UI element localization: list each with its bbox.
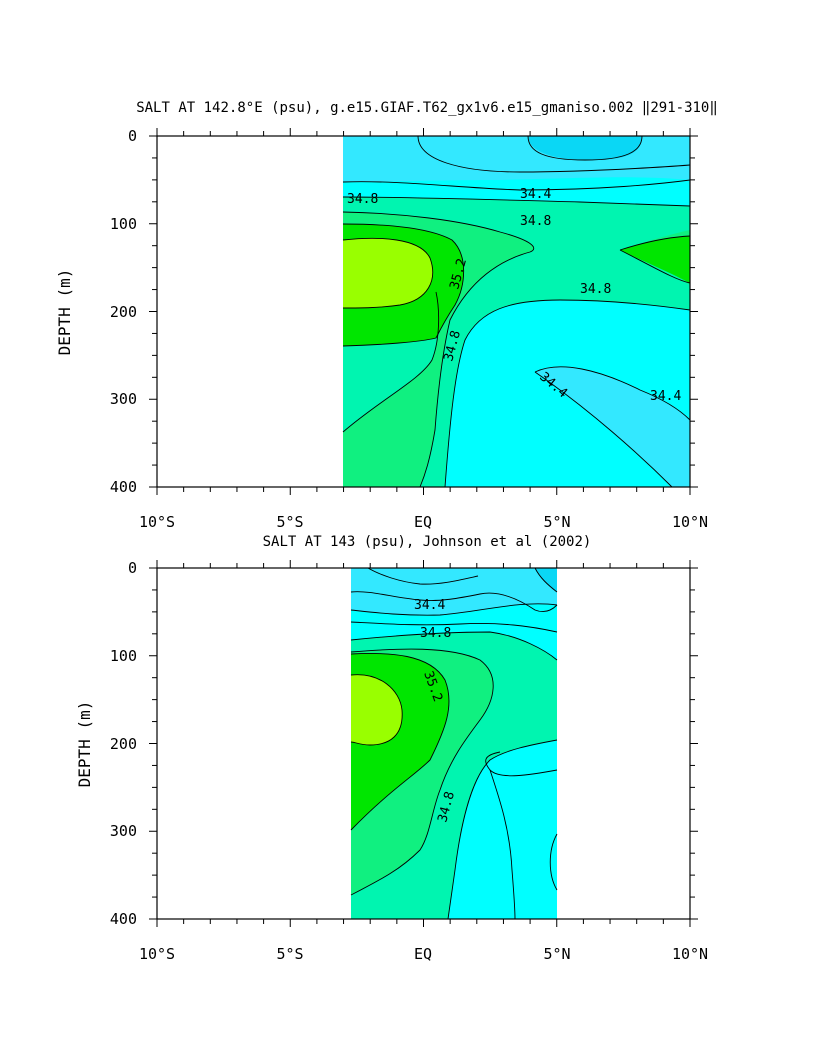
x-tick-label: 5°N bbox=[543, 945, 570, 963]
panel-2-data-field bbox=[350, 567, 558, 920]
contour-label: 34.4 bbox=[414, 598, 445, 613]
x-tick-label: 10°S bbox=[139, 945, 175, 963]
panel-2-ticks bbox=[149, 560, 698, 927]
panel-1: SALT AT 142.8°E (psu), g.e15.GIAF.T62_gx… bbox=[55, 100, 718, 531]
contour-label: 34.8 bbox=[520, 214, 551, 229]
x-tick-label: 5°S bbox=[276, 945, 303, 963]
panel-2-y-tick-labels: 0 100 200 300 400 bbox=[110, 559, 137, 928]
y-tick-label: 0 bbox=[128, 127, 137, 145]
y-tick-label: 200 bbox=[110, 735, 137, 753]
contour-label: 34.8 bbox=[420, 626, 451, 641]
salt-band-35-4 bbox=[343, 238, 433, 308]
contour-label: 34.4 bbox=[520, 187, 551, 202]
y-tick-label: 300 bbox=[110, 822, 137, 840]
salt-band-34-4 bbox=[351, 568, 557, 616]
y-tick-label: 100 bbox=[110, 647, 137, 665]
x-tick-label: 10°N bbox=[672, 945, 708, 963]
salt-band-35-4 bbox=[351, 674, 403, 745]
panel-2-y-axis-title: DEPTH (m) bbox=[75, 701, 94, 788]
panel-2-title: SALT AT 143 (psu), Johnson et al (2002) bbox=[263, 534, 592, 550]
panel-1-y-tick-labels: 0 100 200 300 400 bbox=[110, 127, 137, 496]
contour-label: 34.8 bbox=[580, 282, 611, 297]
panel-2: SALT AT 143 (psu), Johnson et al (2002) bbox=[75, 534, 708, 963]
salt-band-34-2 bbox=[535, 568, 557, 592]
x-tick-label: EQ bbox=[414, 945, 432, 963]
panel-1-title: SALT AT 142.8°E (psu), g.e15.GIAF.T62_gx… bbox=[136, 100, 718, 116]
y-tick-label: 100 bbox=[110, 215, 137, 233]
x-tick-label: 10°N bbox=[672, 513, 708, 531]
contour-label: 34.8 bbox=[347, 192, 378, 207]
panel-2-x-tick-labels: 10°S 5°S EQ 5°N 10°N bbox=[139, 945, 708, 963]
y-tick-label: 400 bbox=[110, 478, 137, 496]
panel-1-ticks bbox=[149, 128, 698, 495]
salt-band-34-4-lower bbox=[535, 366, 690, 487]
panel-1-y-axis-title: DEPTH (m) bbox=[55, 269, 74, 356]
x-tick-label: 5°N bbox=[543, 513, 570, 531]
x-tick-label: 10°S bbox=[139, 513, 175, 531]
salt-band-35-2-right bbox=[620, 236, 690, 283]
y-tick-label: 400 bbox=[110, 910, 137, 928]
panel-1-data-field bbox=[342, 135, 691, 488]
panel-1-x-tick-labels: 10°S 5°S EQ 5°N 10°N bbox=[139, 513, 708, 531]
y-tick-label: 200 bbox=[110, 303, 137, 321]
y-tick-label: 0 bbox=[128, 559, 137, 577]
contour-label: 34.4 bbox=[650, 389, 681, 404]
y-tick-label: 300 bbox=[110, 390, 137, 408]
x-tick-label: 5°S bbox=[276, 513, 303, 531]
x-tick-label: EQ bbox=[414, 513, 432, 531]
salt-band-34-2 bbox=[528, 136, 642, 160]
